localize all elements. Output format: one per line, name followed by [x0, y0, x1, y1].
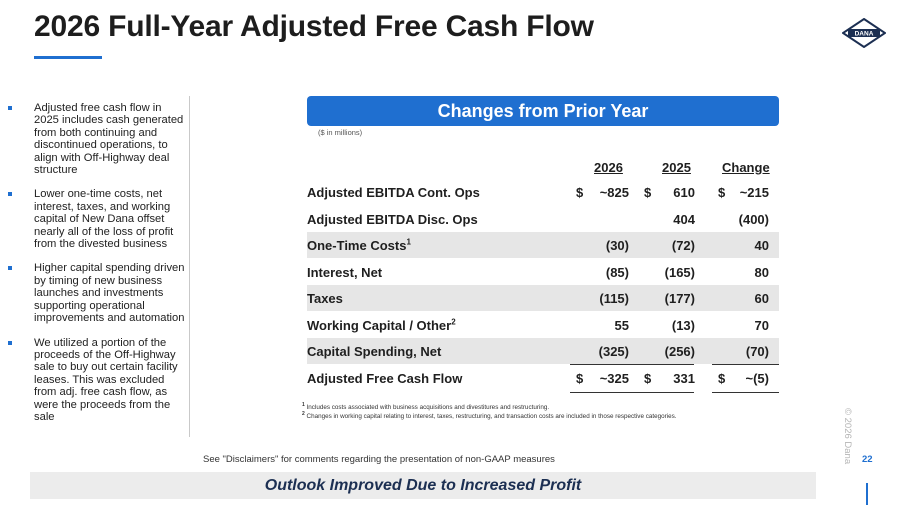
table-row: Interest, Net (85) (165) 80 — [307, 259, 779, 285]
value-2025: (256) — [664, 344, 695, 359]
dana-logo: DANA — [842, 18, 886, 48]
value-change: 60 — [754, 291, 769, 306]
value-change: 80 — [754, 264, 769, 280]
value-2025: (177) — [664, 291, 695, 306]
svg-text:DANA: DANA — [855, 31, 874, 38]
footnote-2: 2 Changes in working capital relating to… — [302, 410, 677, 420]
value-2025: (72) — [671, 238, 695, 253]
currency-change: $ — [718, 370, 726, 386]
value-change: 40 — [754, 238, 769, 253]
currency-2026: $ — [576, 185, 584, 200]
value-2025: (13) — [671, 317, 695, 333]
total-underline — [712, 391, 779, 393]
footnote-marker: 2 — [451, 317, 456, 327]
total-rule — [570, 363, 656, 365]
header-2026: 2026 — [594, 160, 623, 175]
table-row: Working Capital / Other2 55 (13) 70 — [307, 312, 779, 338]
table-row: Adjusted EBITDA Disc. Ops 404 (400) — [307, 206, 779, 232]
total-underline — [570, 391, 656, 393]
units-note: ($ in millions) — [318, 128, 363, 137]
bullet-text: We utilized a portion of the proceeds of… — [34, 336, 178, 423]
header-change: Change — [722, 160, 770, 175]
accent-bar — [866, 483, 868, 505]
footnote-marker: 1 — [406, 237, 411, 247]
table-header: 2026 2025 Change — [307, 153, 779, 179]
table-row: Adjusted EBITDA Cont. Ops $ ~825 $610 $ ~215 — [307, 179, 779, 205]
section-banner: Changes from Prior Year — [307, 96, 779, 126]
row-label: One-Time Costs — [307, 238, 407, 253]
value-2026: ~325 — [599, 370, 629, 386]
page-title: 2026 Full-Year Adjusted Free Cash Flow — [34, 10, 594, 43]
bullet-item: Adjusted free cash flow in 2025 includes… — [8, 102, 188, 176]
value-2026: (85) — [605, 264, 629, 280]
total-underline — [638, 391, 694, 393]
value-2026: (325) — [598, 344, 629, 359]
total-rule — [712, 363, 779, 365]
value-2026: (30) — [605, 238, 629, 253]
value-2026: (115) — [599, 291, 629, 306]
currency-2025: $ — [644, 370, 652, 386]
value-change: (400) — [738, 211, 769, 227]
bullet-marker — [8, 106, 12, 110]
row-label: Adjusted EBITDA Disc. Ops — [307, 211, 478, 227]
value-2025: 404 — [673, 211, 695, 227]
bullet-text: Lower one-time costs, net interest, taxe… — [34, 188, 174, 251]
copyright-text: © 2026 Dana — [842, 408, 853, 465]
vertical-divider — [189, 96, 190, 437]
footnotes: 1 Includes costs associated with busines… — [302, 401, 677, 421]
bullet-item: Higher capital spending driven by timing… — [8, 262, 188, 324]
bullet-text: Adjusted free cash flow in 2025 includes… — [34, 102, 184, 177]
bullet-list: Adjusted free cash flow in 2025 includes… — [8, 102, 188, 435]
bullet-text: Higher capital spending driven by timing… — [34, 262, 185, 325]
row-label: Taxes — [307, 291, 343, 306]
bullet-item: We utilized a portion of the proceeds of… — [8, 337, 188, 424]
table-row: One-Time Costs1 (30) (72) 40 — [307, 232, 779, 258]
currency-2026: $ — [576, 370, 584, 386]
title-underline — [34, 56, 102, 59]
row-label: Adjusted Free Cash Flow — [307, 370, 463, 386]
row-label: Adjusted EBITDA Cont. Ops — [307, 185, 480, 200]
bullet-marker — [8, 340, 12, 345]
value-2025: (165) — [664, 264, 695, 280]
currency-change: $ — [718, 185, 726, 200]
value-change: ~215 — [739, 185, 769, 200]
page-number: 22 — [862, 454, 873, 465]
table-row: Taxes (115) (177) 60 — [307, 285, 779, 311]
value-change: ~(5) — [745, 370, 769, 386]
row-label: Capital Spending, Net — [307, 344, 442, 359]
header-2025: 2025 — [662, 160, 691, 175]
table-row: Capital Spending, Net (325) (256) (70) — [307, 338, 779, 364]
footer-text: Outlook Improved Due to Increased Profit — [264, 476, 582, 494]
value-change: (70) — [745, 344, 769, 359]
currency-2025: $ — [644, 185, 652, 200]
value-2026: 55 — [614, 317, 629, 333]
value-2026: ~825 — [599, 185, 629, 200]
bullet-marker — [8, 266, 12, 271]
disclaimer-text: See "Disclaimers" for comments regarding… — [203, 454, 555, 465]
value-2025: 331 — [673, 370, 695, 386]
row-label: Interest, Net — [307, 264, 383, 280]
footnote-1: 1 Includes costs associated with busines… — [302, 401, 550, 411]
row-label: Working Capital / Other — [307, 317, 452, 333]
table-row: Adjusted Free Cash Flow $ ~325 $331 $ ~(5) — [307, 365, 779, 391]
total-rule — [638, 363, 694, 365]
footer-banner: Outlook Improved Due to Increased Profit — [30, 472, 816, 499]
value-change: 70 — [754, 317, 769, 333]
bullet-item: Lower one-time costs, net interest, taxe… — [8, 188, 188, 250]
bullet-marker — [8, 192, 12, 197]
value-2025: 610 — [673, 185, 695, 200]
